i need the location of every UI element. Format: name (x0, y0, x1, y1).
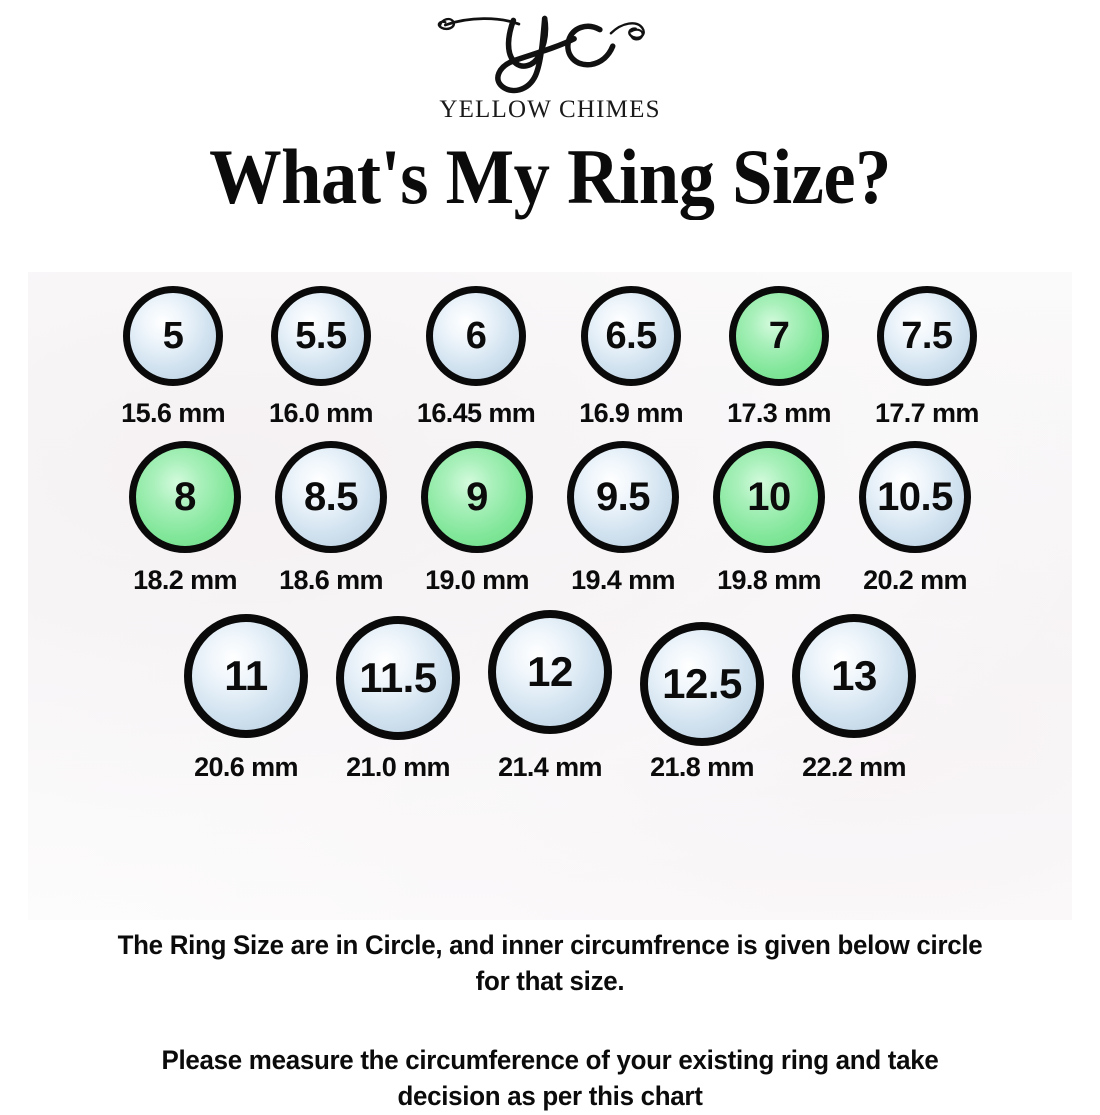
ring-circle-10-5[interactable]: 10.5 (859, 441, 971, 553)
size-cell-8[interactable]: 8 18.2 mm (129, 441, 241, 594)
ring-size-label: 13 (831, 652, 877, 699)
note-measure-instruction: Please measure the circumference of your… (161, 1045, 939, 1111)
ring-circle-5[interactable]: 5 (123, 286, 224, 386)
brand-header: YELLOW CHIMES (0, 2, 1100, 124)
ring-circle-6[interactable]: 6 (426, 286, 527, 386)
ring-mm-label: 22.2 mm (802, 752, 906, 782)
size-cell-13[interactable]: 13 22.2 mm (792, 614, 916, 781)
ring-circle-5-5[interactable]: 5.5 (270, 286, 371, 386)
ring-circle-7[interactable]: 7 (729, 286, 830, 386)
ring-mm-label: 17.7 mm (874, 398, 979, 428)
note-ring-size-explanation: The Ring Size are in Circle, and inner c… (117, 930, 983, 996)
ring-circle-8[interactable]: 8 (129, 441, 241, 553)
size-cell-9-5[interactable]: 9.5 19.4 mm (567, 441, 679, 594)
ring-size-label: 7.5 (901, 315, 953, 357)
footnotes: The Ring Size are in Circle, and inner c… (0, 928, 1100, 1115)
ring-mm-label: 19.0 mm (425, 565, 529, 595)
ring-size-label: 12 (527, 648, 573, 695)
ring-mm-label: 16.0 mm (269, 398, 373, 428)
ring-size-label: 5 (162, 315, 184, 357)
size-cell-10[interactable]: 10 19.8 mm (713, 441, 825, 594)
size-cell-12-5[interactable]: 12.5 21.8 mm (640, 622, 764, 781)
size-cell-8-5[interactable]: 8.5 18.6 mm (275, 441, 387, 594)
size-cell-12[interactable]: 12 21.4 mm (488, 610, 612, 781)
size-cell-10-5[interactable]: 10.5 20.2 mm (859, 441, 971, 594)
ring-circle-9-5[interactable]: 9.5 (567, 441, 679, 553)
ring-size-label: 6 (465, 315, 487, 357)
page-title: What's My Ring Size? (209, 133, 891, 220)
size-cell-6-5[interactable]: 6.5 16.9 mm (579, 286, 684, 428)
yc-script-monogram-icon (437, 15, 645, 94)
ring-circle-7-5[interactable]: 7.5 (876, 286, 977, 386)
ring-size-grid: 5 15.6 mm 5.5 16.0 mm 6 16.45 mm 6.5 16.… (0, 286, 1100, 781)
ring-size-label: 8.5 (303, 475, 359, 519)
ring-circle-12[interactable]: 12 (488, 610, 612, 734)
ring-size-label: 10 (747, 475, 791, 519)
ring-mm-label: 18.6 mm (279, 565, 383, 595)
ring-size-label: 12.5 (662, 660, 742, 707)
ring-size-label: 8 (174, 475, 196, 519)
ring-size-label: 6.5 (605, 315, 657, 357)
size-cell-11-5[interactable]: 11.5 21.0 mm (336, 616, 460, 781)
ring-size-label: 10.5 (877, 475, 953, 519)
ring-mm-label: 19.8 mm (717, 565, 821, 595)
ring-mm-label: 19.4 mm (571, 565, 675, 595)
ring-circle-9[interactable]: 9 (421, 441, 533, 553)
size-row-1: 5 15.6 mm 5.5 16.0 mm 6 16.45 mm 6.5 16.… (0, 286, 1100, 427)
ring-circle-8-5[interactable]: 8.5 (275, 441, 387, 553)
ring-size-label: 9.5 (595, 475, 651, 519)
ring-circle-11[interactable]: 11 (184, 614, 308, 738)
ring-circle-6-5[interactable]: 6.5 (581, 286, 682, 386)
ring-mm-label: 17.3 mm (727, 398, 831, 428)
ring-mm-label: 16.9 mm (579, 398, 684, 428)
size-cell-5[interactable]: 5 15.6 mm (121, 286, 226, 428)
size-cell-7-5[interactable]: 7.5 17.7 mm (875, 286, 979, 427)
ring-circle-10[interactable]: 10 (713, 441, 825, 553)
size-cell-5-5[interactable]: 5.5 16.0 mm (269, 286, 374, 428)
ring-circle-13[interactable]: 13 (792, 614, 916, 738)
ring-mm-label: 20.6 mm (194, 752, 298, 782)
size-cell-7[interactable]: 7 17.3 mm (727, 286, 832, 428)
ring-mm-label: 16.45 mm (416, 398, 536, 428)
ring-mm-label: 20.2 mm (863, 565, 967, 595)
size-row-2: 8 18.2 mm 8.5 18.6 mm 9 19.0 mm 9.5 19.4… (0, 441, 1100, 594)
ring-circle-11-5[interactable]: 11.5 (336, 616, 460, 740)
ring-size-label: 11.5 (359, 654, 437, 701)
ring-mm-label: 18.2 mm (133, 565, 237, 595)
brand-name: YELLOW CHIMES (439, 96, 661, 123)
ring-mm-label: 21.0 mm (346, 752, 450, 782)
ring-size-label: 9 (466, 475, 488, 519)
ring-mm-label: 21.4 mm (498, 752, 602, 782)
ring-mm-label: 15.6 mm (121, 398, 226, 428)
ring-size-label: 11 (224, 652, 268, 699)
size-cell-11[interactable]: 11 20.6 mm (184, 614, 308, 781)
size-row-3: 11 20.6 mm 11.5 21.0 mm 12 21.4 mm 12.5 … (0, 610, 1100, 781)
ring-circle-12-5[interactable]: 12.5 (640, 622, 764, 746)
ring-mm-label: 21.8 mm (650, 752, 754, 782)
size-cell-9[interactable]: 9 19.0 mm (421, 441, 533, 594)
ring-size-label: 7 (768, 315, 790, 357)
size-cell-6[interactable]: 6 16.45 mm (416, 286, 536, 428)
ring-size-label: 5.5 (295, 315, 347, 357)
